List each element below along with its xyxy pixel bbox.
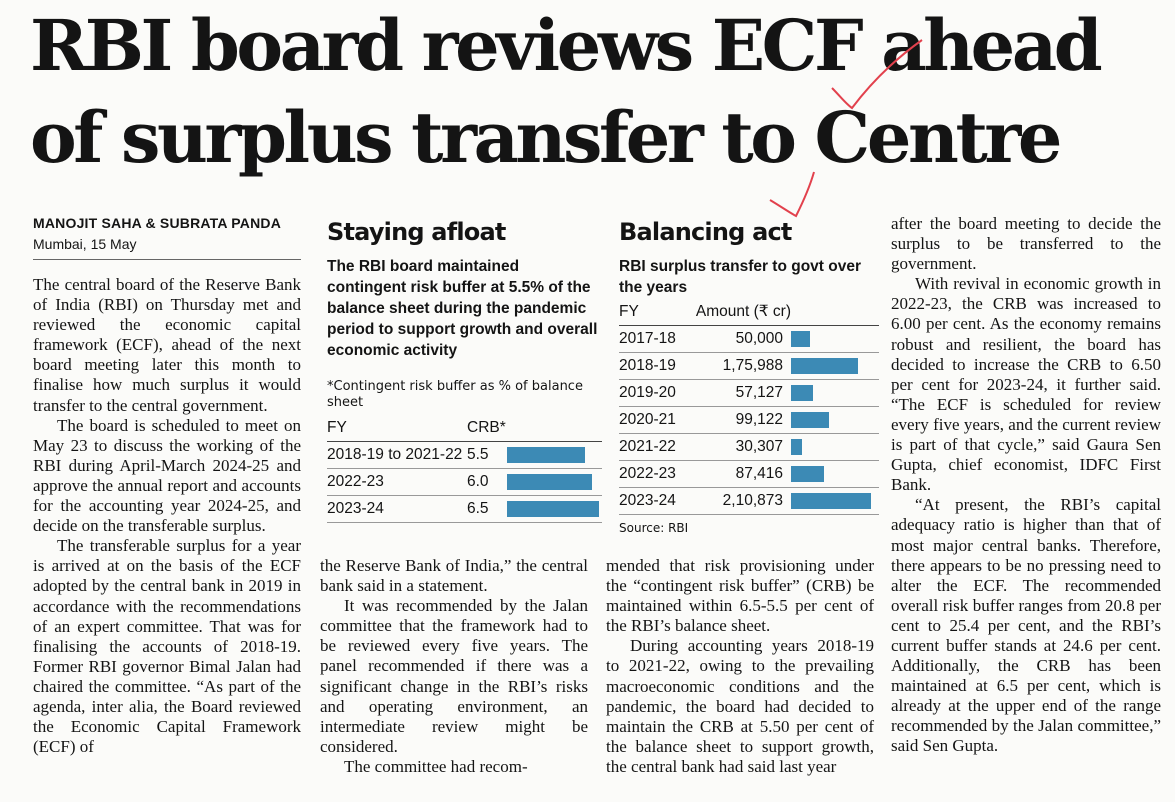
data-bar	[507, 446, 586, 463]
row-category: 2023-24	[619, 487, 689, 515]
col-header-crb: CRB*	[467, 419, 508, 442]
paragraph: The board is scheduled to meet on May 23…	[33, 415, 301, 536]
paragraph: the Reserve Bank of India,” the central …	[320, 556, 588, 596]
data-bar	[791, 438, 802, 455]
row-category: 2019-20	[619, 379, 689, 407]
table-row: 2017-18 50,000	[619, 325, 879, 353]
body-column-2: the Reserve Bank of India,” the central …	[320, 556, 588, 777]
row-category: 2022-23	[619, 460, 689, 488]
table-row: 2018-19 to 2021-22 5.5	[327, 441, 602, 469]
row-value-label: 6.0	[467, 468, 508, 496]
row-category: 2022-23	[327, 468, 467, 496]
crb-table: FY CRB* 2018-19 to 2021-22 5.5 2022-23 6.0 2…	[327, 419, 602, 523]
row-value-label: 30,307	[689, 433, 791, 461]
data-bar	[791, 411, 829, 428]
pen-tick-lower	[769, 171, 815, 218]
paragraph: after the board meeting to decide the su…	[891, 214, 1161, 274]
staying-afloat-box: Staying afloat The RBI board maintained …	[327, 218, 602, 523]
row-value-label: 5.5	[467, 441, 508, 469]
row-category: 2018-19	[619, 352, 689, 380]
paragraph: “At present, the RBI’s capital adequacy …	[891, 495, 1161, 756]
paragraph: The transferable surplus for a year is a…	[33, 536, 301, 757]
body-column-3: mended that risk provisioning under the …	[606, 556, 874, 777]
col-header-amount: Amount (₹ cr)	[689, 302, 791, 326]
row-value-label: 1,75,988	[689, 352, 791, 380]
row-value-label: 6.5	[467, 495, 508, 523]
row-value-label: 50,000	[689, 325, 791, 353]
headline-line-2: of surplus transfer to Centre	[30, 96, 1062, 179]
dateline: Mumbai, 15 May	[33, 236, 137, 252]
paragraph: mended that risk provisioning under the …	[606, 556, 874, 636]
source-note: Source: RBI	[619, 521, 689, 535]
row-category: 2018-19 to 2021-22	[327, 441, 467, 469]
data-bar	[791, 465, 824, 482]
table-row: 2023-24 2,10,873	[619, 487, 879, 515]
body-column-1: The central board of the Reserve Bank of…	[33, 275, 301, 757]
table-row: 2022-23 87,416	[619, 460, 879, 488]
row-value-label: 2,10,873	[689, 487, 791, 515]
table-row: 2020-21 99,122	[619, 406, 879, 434]
paragraph: With revival in economic growth in 2022-…	[891, 274, 1161, 495]
row-value-label: 87,416	[689, 460, 791, 488]
row-category: 2020-21	[619, 406, 689, 434]
box-title: Balancing act	[619, 218, 792, 246]
row-value-label: 57,127	[689, 379, 791, 407]
surplus-table: FY Amount (₹ cr) 2017-18 50,000 2018-19 1,7…	[619, 302, 879, 515]
paragraph: The central board of the Reserve Bank of…	[33, 275, 301, 415]
data-bar	[507, 473, 593, 490]
body-column-4: after the board meeting to decide the su…	[891, 214, 1161, 757]
data-bar	[791, 330, 810, 347]
row-value-label: 99,122	[689, 406, 791, 434]
balancing-act-box: Balancing act RBI surplus transfer to go…	[619, 218, 879, 535]
data-bar	[791, 384, 813, 401]
box-title: Staying afloat	[327, 218, 506, 246]
row-category: 2023-24	[327, 495, 467, 523]
row-category: 2021-22	[619, 433, 689, 461]
data-bar	[507, 500, 600, 517]
table-row: 2019-20 57,127	[619, 379, 879, 407]
byline: MANOJIT SAHA & SUBRATA PANDA	[33, 215, 282, 231]
box-subtitle: RBI surplus transfer to govt over the ye…	[619, 258, 862, 296]
table-row: 2022-23 6.0	[327, 468, 602, 496]
table-row: 2023-24 6.5	[327, 495, 602, 523]
headline: RBI board reviews ECF ahead of surplus t…	[30, 0, 1170, 184]
data-bar	[791, 492, 871, 509]
col-header-fy: FY	[327, 419, 467, 442]
table-row: 2018-19 1,75,988	[619, 352, 879, 380]
paragraph: During accounting years 2018-19 to 2021-…	[606, 636, 874, 776]
pen-tick-upper	[831, 39, 923, 110]
data-bar	[791, 357, 858, 374]
paragraph: It was recommended by the Jalan committe…	[320, 596, 588, 756]
byline-rule	[33, 259, 301, 260]
box-subtitle: The RBI board maintained contingent risk…	[327, 258, 598, 359]
col-header-fy: FY	[619, 302, 689, 326]
row-category: 2017-18	[619, 325, 689, 353]
paragraph: The committee had recom-	[344, 756, 528, 776]
headline-line-1: RBI board reviews ECF ahead	[30, 4, 1103, 87]
table-row: 2021-22 30,307	[619, 433, 879, 461]
box-note: *Contingent risk buffer as % of balance …	[327, 379, 583, 410]
